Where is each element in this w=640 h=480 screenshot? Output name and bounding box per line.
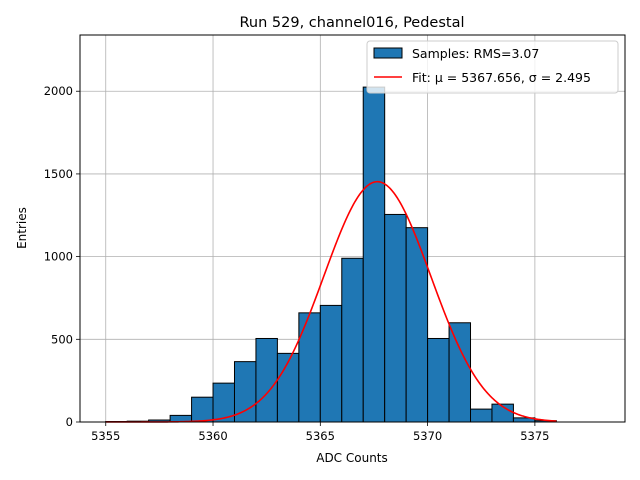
histogram-bar bbox=[362, 86, 386, 423]
histogram-bar bbox=[233, 361, 257, 423]
legend-box bbox=[366, 40, 619, 94]
histogram-bar bbox=[470, 408, 493, 423]
histogram-bar bbox=[427, 337, 450, 423]
x-tick-label: 5375 bbox=[520, 429, 549, 443]
y-tick-label: 500 bbox=[51, 332, 73, 346]
histogram-bar bbox=[384, 213, 407, 423]
legend-label-fit: Fit: μ = 5367.656, σ = 2.495 bbox=[412, 70, 591, 85]
y-axis-label: Entries bbox=[15, 207, 29, 249]
histogram-bar bbox=[448, 322, 472, 423]
x-tick-label: 5360 bbox=[198, 429, 227, 443]
x-tick-label: 5365 bbox=[306, 429, 335, 443]
plot-frame bbox=[79, 34, 626, 423]
legend: Samples: RMS=3.07 Fit: μ = 5367.656, σ =… bbox=[366, 40, 619, 94]
x-tick-label: 5370 bbox=[413, 429, 442, 443]
histogram-bar bbox=[255, 337, 278, 423]
x-tick-label: 5355 bbox=[91, 429, 120, 443]
y-axis-ticks: 0 500 1000 1500 2000 bbox=[44, 84, 80, 429]
legend-swatch-histogram bbox=[373, 47, 403, 59]
x-axis-ticks: 5355 5360 5365 5370 5375 bbox=[91, 422, 550, 443]
y-tick-label: 1500 bbox=[44, 167, 73, 181]
y-tick-label: 1000 bbox=[44, 250, 73, 264]
legend-label-histogram: Samples: RMS=3.07 bbox=[412, 46, 539, 61]
chart-title: Run 529, channel016, Pedestal bbox=[239, 15, 464, 31]
y-tick-label: 2000 bbox=[44, 84, 73, 98]
x-axis-label: ADC Counts bbox=[316, 451, 388, 465]
histogram-bar bbox=[319, 304, 343, 423]
y-tick-label: 0 bbox=[66, 415, 73, 429]
histogram-bar bbox=[341, 257, 364, 423]
histogram-bar bbox=[191, 396, 214, 423]
histogram-bar bbox=[298, 312, 321, 423]
histogram-bars bbox=[105, 86, 557, 423]
